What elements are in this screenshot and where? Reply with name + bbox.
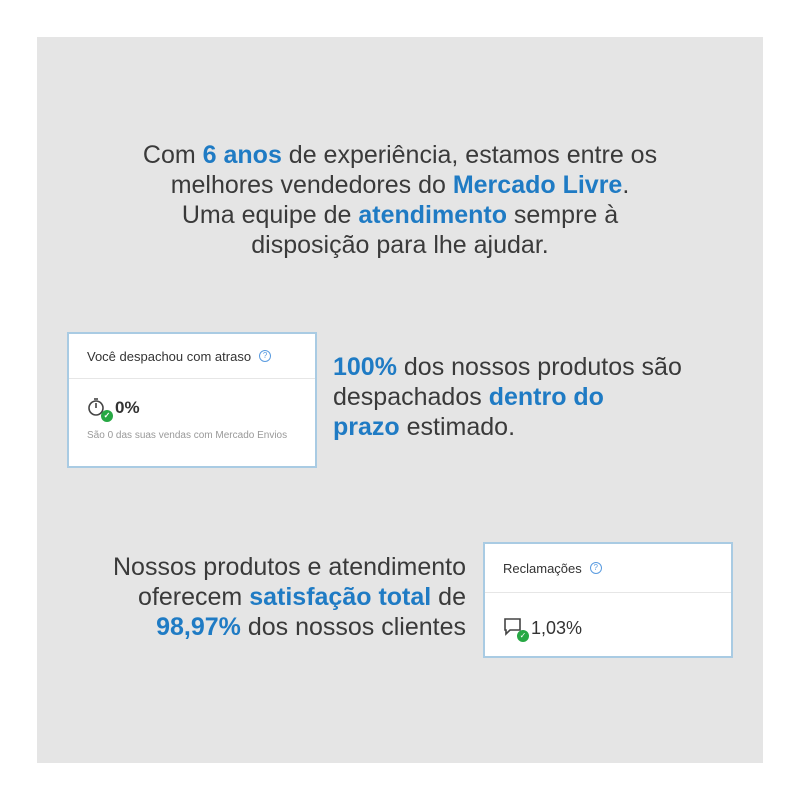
chat-icon: ✓ bbox=[503, 617, 529, 642]
highlight-text: prazo bbox=[333, 413, 400, 441]
late-note: São 0 das suas vendas com Mercado Envios bbox=[87, 430, 288, 441]
text-line: prazo estimado. bbox=[333, 412, 733, 442]
late-value: 0% bbox=[115, 398, 140, 417]
text-line: melhores vendedores do Mercado Livre. bbox=[0, 170, 800, 200]
highlight-text: atendimento bbox=[358, 201, 507, 229]
text-segment: oferecem bbox=[138, 583, 250, 611]
late-shipping-card: Você despachou com atraso? ✓ 0% São 0 da… bbox=[67, 332, 317, 468]
text-segment: Uma equipe de bbox=[181, 201, 359, 229]
stopwatch-icon: ✓ bbox=[87, 397, 113, 422]
text-segment: despachados bbox=[333, 383, 489, 411]
highlight-text: 100% bbox=[333, 353, 397, 381]
text-segment: melhores vendedores do bbox=[170, 171, 453, 199]
shipping-text: 100% dos nossos produtos são despachados … bbox=[333, 352, 733, 442]
text-segment: Nossos produtos e atendimento bbox=[113, 553, 466, 581]
highlight-text: dentro do bbox=[488, 383, 604, 411]
text-segment: Com bbox=[142, 141, 203, 169]
check-icon: ✓ bbox=[517, 630, 529, 642]
text-segment: disposição para lhe ajudar. bbox=[251, 231, 549, 259]
text-line: 98,97% dos nossos clientes bbox=[60, 612, 466, 642]
claims-card: Reclamações? ✓ 1,03% bbox=[483, 542, 733, 658]
card-title: Reclamações bbox=[503, 560, 582, 576]
text-line: Nossos produtos e atendimento bbox=[60, 552, 466, 582]
card-title: Você despachou com atraso bbox=[87, 348, 252, 364]
headline: Com 6 anos de experiência, estamos entre… bbox=[0, 140, 800, 260]
satisfaction-text: Nossos produtos e atendimento oferecem sa… bbox=[60, 552, 466, 642]
text-segment: . bbox=[622, 171, 630, 199]
text-line: disposição para lhe ajudar. bbox=[0, 230, 800, 260]
claims-value: 1,03% bbox=[531, 617, 583, 638]
highlight-text: satisfação total bbox=[249, 583, 432, 611]
text-line: despachados dentro do bbox=[333, 382, 733, 412]
highlight-text: Mercado Livre bbox=[452, 171, 623, 199]
highlight-text: 98,97% bbox=[156, 613, 241, 641]
text-segment: sempre à bbox=[506, 201, 619, 229]
highlight-text: 6 anos bbox=[202, 141, 282, 169]
text-line: oferecem satisfação total de bbox=[60, 582, 466, 612]
text-segment: de experiência, estamos entre os bbox=[281, 141, 658, 169]
text-line: 100% dos nossos produtos são bbox=[333, 352, 733, 382]
text-line: Uma equipe de atendimento sempre à bbox=[0, 200, 800, 230]
check-icon: ✓ bbox=[101, 410, 113, 422]
text-segment: estimado. bbox=[399, 413, 516, 441]
help-icon[interactable]: ? bbox=[589, 562, 602, 574]
text-segment: de bbox=[431, 583, 466, 611]
card-header: Reclamações? bbox=[485, 544, 731, 593]
text-segment: dos nossos clientes bbox=[240, 613, 466, 641]
help-icon[interactable]: ? bbox=[259, 350, 272, 362]
card-header: Você despachou com atraso? bbox=[69, 334, 315, 379]
text-line: Com 6 anos de experiência, estamos entre… bbox=[0, 140, 800, 170]
text-segment: dos nossos produtos são bbox=[396, 353, 682, 381]
